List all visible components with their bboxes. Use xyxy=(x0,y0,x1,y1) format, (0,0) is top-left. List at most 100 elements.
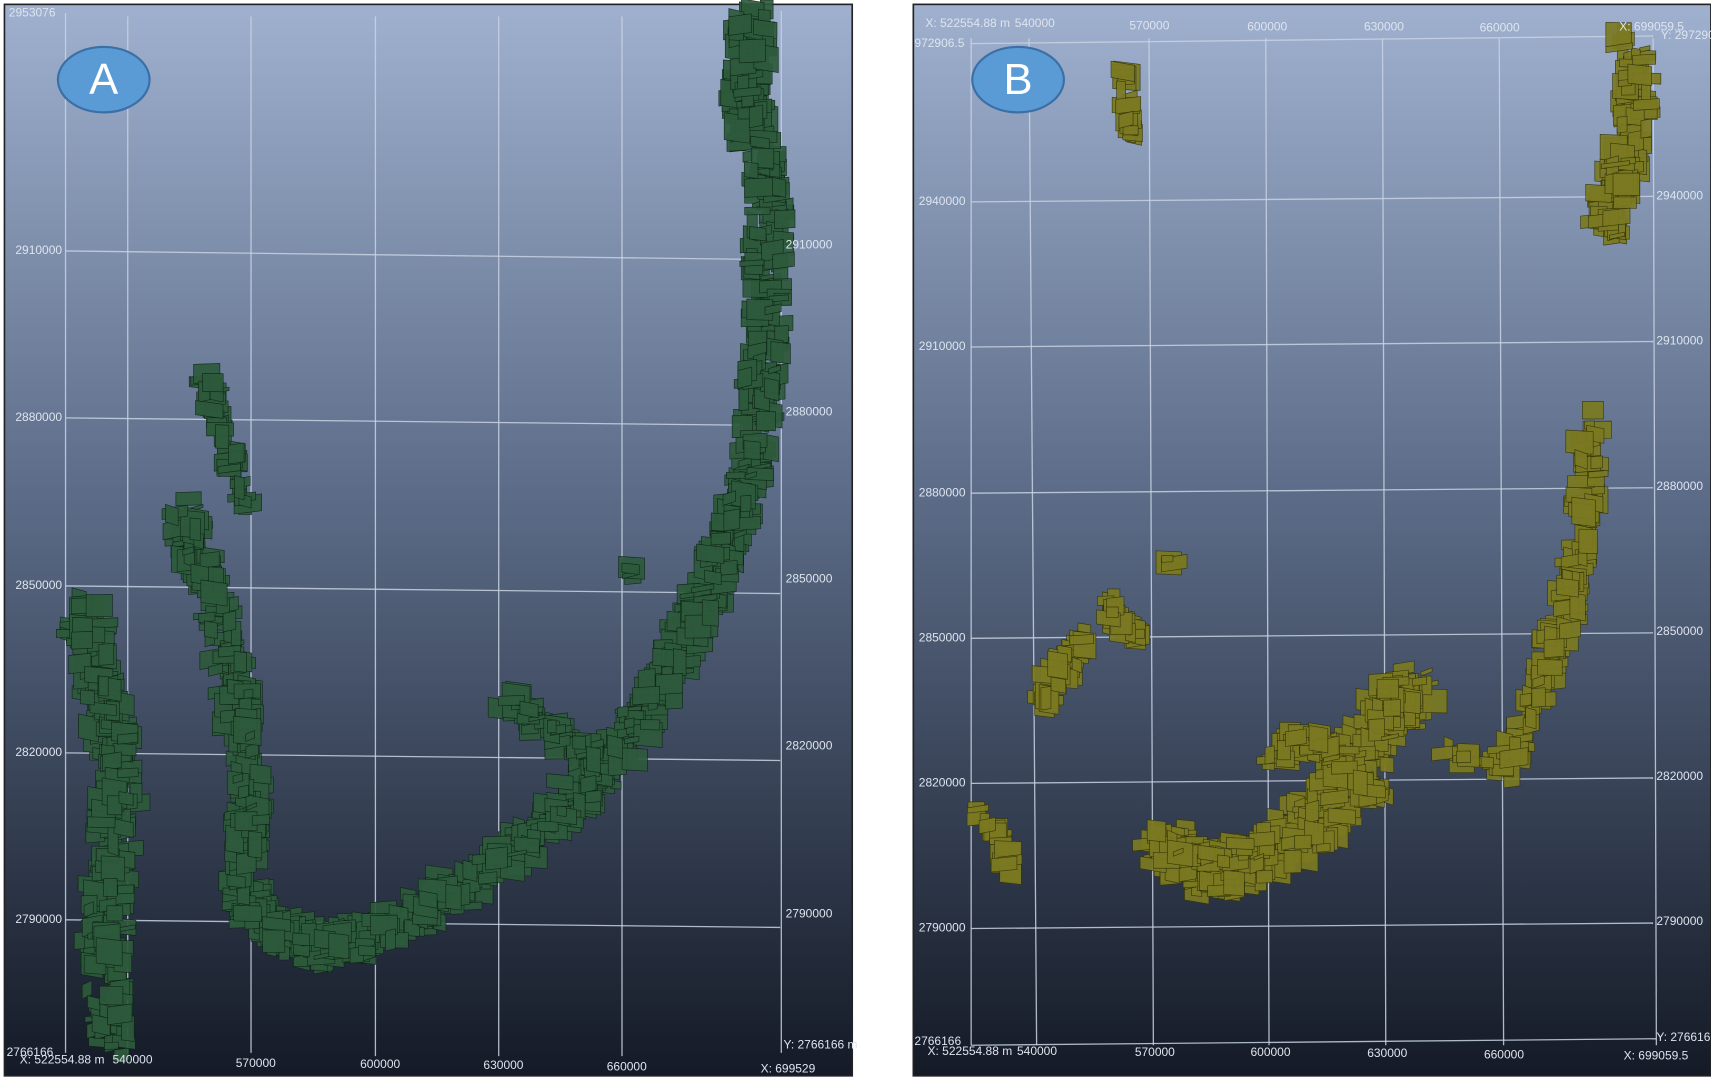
fracture xyxy=(1603,208,1630,226)
fracture xyxy=(235,475,245,499)
fracture xyxy=(1048,651,1068,679)
fracture xyxy=(118,768,138,778)
fracture xyxy=(624,718,634,729)
fracture xyxy=(1556,578,1578,597)
fracture xyxy=(1309,726,1328,753)
fracture xyxy=(1294,835,1311,849)
axis-label: 540000 xyxy=(112,1053,152,1067)
axis-label: 660000 xyxy=(607,1059,647,1073)
fracture xyxy=(1106,607,1118,617)
axis-label: 660000 xyxy=(1480,21,1520,35)
axis-label: X: 522554.88 m xyxy=(928,1044,1013,1058)
fracture xyxy=(1217,855,1229,868)
fracture xyxy=(228,443,244,464)
fracture xyxy=(239,785,249,799)
axis-label: 2850000 xyxy=(1656,624,1703,638)
page: {"panels": [ {"label": "A", "top_left": … xyxy=(0,0,1711,1078)
fracture xyxy=(749,105,762,128)
fracture xyxy=(234,651,246,672)
fracture xyxy=(86,594,112,616)
fracture xyxy=(514,837,539,853)
fracture xyxy=(472,854,485,865)
fracture xyxy=(1285,729,1306,747)
fracture xyxy=(1183,881,1198,888)
fracture xyxy=(1633,99,1659,111)
axis-label: X: 522554.88 m xyxy=(20,1053,105,1067)
axis-label: Y: 2766166 m xyxy=(783,1037,857,1051)
fracture xyxy=(1560,621,1581,640)
fracture xyxy=(203,373,224,392)
axis-label: 2910000 xyxy=(15,243,62,257)
axis-label: 2910000 xyxy=(786,238,833,252)
fracture xyxy=(1412,677,1426,686)
axis-label: 2940000 xyxy=(1656,189,1703,203)
fracture xyxy=(1317,843,1330,852)
fracture xyxy=(359,946,376,957)
axis-label: 540000 xyxy=(1015,16,1055,30)
fracture xyxy=(1380,757,1394,773)
fracture xyxy=(547,774,573,790)
fracture xyxy=(774,210,795,229)
fracture xyxy=(1041,686,1051,710)
fracture xyxy=(1226,837,1254,849)
axis-label: 570000 xyxy=(1129,18,1169,32)
axis-label: Y: 2766166 xyxy=(1656,1030,1711,1044)
fracture xyxy=(739,388,749,411)
axis-label: 2790000 xyxy=(15,912,62,926)
fracture xyxy=(72,631,93,649)
fracture xyxy=(673,649,686,676)
fracture xyxy=(618,706,629,718)
axis-label: 2850000 xyxy=(15,578,62,592)
fracture xyxy=(1051,677,1066,693)
fracture xyxy=(108,1004,132,1025)
fracture xyxy=(118,733,138,744)
fracture xyxy=(165,504,178,525)
fracture xyxy=(754,19,777,37)
panel-tag: A xyxy=(89,55,119,104)
fracture xyxy=(216,425,229,449)
fracture xyxy=(1265,746,1274,764)
axis-label: 600000 xyxy=(360,1057,400,1071)
fracture xyxy=(1520,693,1531,706)
fracture xyxy=(1579,529,1598,554)
fracture xyxy=(80,690,94,705)
axis-label: 630000 xyxy=(1364,19,1404,33)
axis-label: 2850000 xyxy=(786,572,833,586)
axis-label: 2910000 xyxy=(919,339,966,353)
axis-label: 2820000 xyxy=(1656,769,1703,783)
fracture xyxy=(204,621,217,639)
axis-label: 570000 xyxy=(1135,1045,1175,1059)
axis-label: 972906.5 xyxy=(914,36,964,50)
fracture xyxy=(1224,870,1245,896)
fracture xyxy=(104,878,118,896)
fracture xyxy=(1353,770,1367,796)
fracture xyxy=(1456,751,1470,763)
axis-label: 2880000 xyxy=(786,405,833,419)
fracture xyxy=(1070,634,1094,645)
fracture xyxy=(573,736,586,750)
axis-label: 2790000 xyxy=(919,921,966,935)
fracture xyxy=(1256,870,1272,883)
fracture xyxy=(633,686,660,705)
fracture xyxy=(100,986,123,1005)
fracture xyxy=(234,905,262,921)
fracture xyxy=(557,806,566,816)
fracture xyxy=(99,643,114,665)
fracture xyxy=(248,831,261,858)
fracture xyxy=(739,39,765,63)
fracture xyxy=(263,930,285,952)
fracture xyxy=(104,1042,118,1049)
fracture xyxy=(773,252,795,269)
axis-label: 540000 xyxy=(1017,1044,1057,1058)
fracture xyxy=(1532,688,1545,708)
fracture xyxy=(119,792,133,806)
fracture xyxy=(1284,850,1301,873)
fracture xyxy=(293,933,310,946)
fracture xyxy=(1617,116,1627,133)
axis-label: 2940000 xyxy=(919,194,966,208)
axis-label: 630000 xyxy=(483,1058,523,1072)
axis-label: 600000 xyxy=(1247,19,1287,33)
fracture xyxy=(227,875,245,888)
fracture xyxy=(96,938,122,967)
fracture xyxy=(1613,173,1640,196)
